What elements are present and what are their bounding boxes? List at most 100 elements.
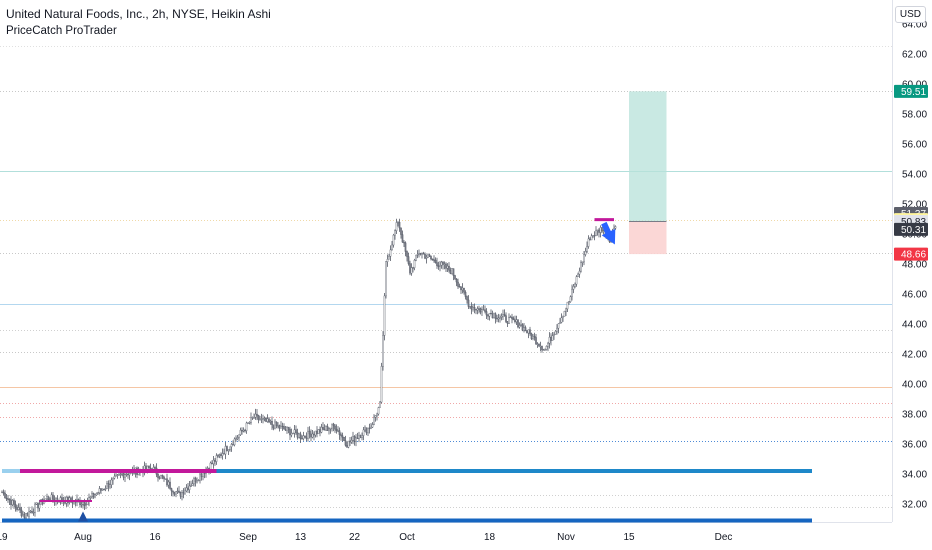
candle-body [478,308,480,310]
candle-body [529,329,531,334]
time-tick-label: Nov [557,532,575,543]
candle-body [439,265,441,267]
candle-body [389,249,392,257]
candle-body [329,427,332,430]
candle-body [125,473,128,476]
candle-body [275,421,278,426]
candle-body [614,226,617,229]
candle-body [589,238,591,241]
candle-body [410,267,413,274]
candle-body [391,244,393,251]
candle-body [167,481,170,486]
indicator-name[interactable]: PriceCatch ProTrader [6,25,117,37]
candle-body [148,465,150,469]
candle-body [581,261,584,263]
candle-body [80,504,83,506]
candle-body [469,306,471,308]
candle-body [403,241,405,244]
candle-body [28,511,30,517]
candle-body [430,256,432,260]
candle-body [539,346,542,348]
candle-body [181,491,183,497]
candle-body [37,502,39,509]
candle-body [157,474,159,478]
candle-body [448,265,450,271]
candle-body [221,453,224,456]
candle-body [457,281,459,287]
price-tick-label: 32.00 [902,500,927,511]
candle-body [565,308,567,312]
price-tick-label: 38.00 [902,410,927,421]
candle-body [341,435,344,438]
candle-body [577,273,579,277]
candle-body [260,418,263,420]
candle-body [158,477,161,479]
candle-body [526,330,528,334]
candle-body [196,480,198,483]
candle-body [517,319,519,328]
candle-body [493,313,495,319]
candle-body [521,324,524,331]
candle-body [209,462,212,471]
time-tick-label: 16 [149,532,161,543]
candle-body [184,490,186,495]
candle-body [8,498,11,501]
time-tick-label: Dec [715,532,733,543]
candle-body [82,502,84,505]
candle-body [323,428,326,431]
candle-body [365,427,368,434]
candle-body [98,488,101,493]
candle-body [533,335,536,338]
candle-body [185,487,188,492]
currency-badge[interactable]: USD [894,6,926,23]
candle-body [524,327,527,332]
candle-body [277,425,279,427]
candle-body [499,317,501,319]
candle-body [322,427,324,430]
candle-body [316,430,318,434]
candle-body [431,258,434,260]
candle-body [50,494,53,502]
candle-body [601,227,603,232]
candle-body [226,446,228,451]
candle-body [308,430,311,435]
candle-body [290,433,293,436]
candle-body [466,296,468,301]
candle-body [244,429,246,432]
candle-body [422,253,425,255]
candle-body [472,307,474,310]
candle-body [238,434,240,438]
candle-body [505,315,507,322]
candle-body [220,454,222,456]
candle-body [361,435,363,438]
candle-body [256,413,258,416]
candle-body [406,251,408,257]
candle-body [397,221,399,224]
candle-body [464,291,467,297]
symbol-title[interactable]: United Natural Foods, Inc., 2h, NYSE, He… [6,7,271,21]
candle-body [178,490,180,493]
candle-body [377,407,380,415]
candle-body [502,314,504,317]
candle-body [106,483,108,489]
candle-body [52,494,54,500]
profit-zone [629,91,667,222]
candle-body [599,227,602,233]
price-label-50.31: 50.31 [894,222,928,236]
candle-body [436,262,438,266]
candle-body [476,308,479,311]
candle-body [302,435,305,439]
candle-body [590,235,593,241]
candle-body [310,433,312,438]
candle-body [188,485,191,490]
price-label-59.51: 59.51 [894,84,928,98]
candle-body [592,235,594,237]
candle-body [166,478,168,486]
candle-body [34,504,36,513]
candle-body [245,422,248,431]
candle-body [121,473,123,475]
candle-body [268,418,270,423]
candle-body [401,234,404,243]
candle-body [112,477,114,481]
